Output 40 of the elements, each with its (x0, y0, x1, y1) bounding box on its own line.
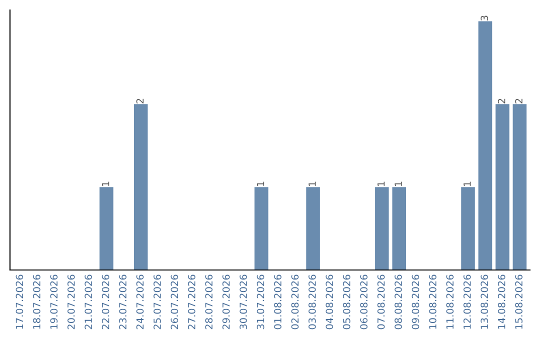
x-tick-label: 18.07.2026 (33, 274, 40, 329)
x-tick-label: 27.07.2026 (188, 274, 196, 330)
data-label: 2 (498, 98, 506, 104)
x-tick-label: 25.07.2026 (154, 274, 161, 330)
data-label: 1 (256, 182, 264, 186)
x-tick-label: 06.08.2026 (360, 274, 368, 330)
x-tick-label: 30.07.2026 (240, 274, 247, 330)
x-tick-label: 29.07.2026 (222, 274, 230, 330)
data-label: 3 (480, 16, 488, 20)
x-tick-label: 10.08.2026 (429, 274, 436, 329)
x-tick-label: 01.08.2026 (274, 274, 282, 330)
x-tick-label: 13.08.2026 (480, 274, 488, 329)
x-tick-label: 17.07.2026 (16, 274, 24, 329)
x-tick-label: 24.07.2026 (136, 274, 144, 330)
x-tick-label: 07.08.2026 (377, 274, 385, 330)
x-tick-label: 08.08.2026 (394, 274, 402, 330)
x-tick-label: 09.08.2026 (412, 274, 420, 330)
x-tick-label: 03.08.2026 (308, 274, 316, 330)
x-tick-label: 28.07.2026 (205, 274, 213, 330)
data-label: 2 (515, 98, 522, 104)
x-tick-label: 21.07.2026 (84, 274, 92, 330)
x-tick-label: 22.07.2026 (102, 274, 110, 330)
x-tick-label: 02.08.2026 (291, 274, 299, 330)
x-tick-label: 11.08.2026 (446, 274, 454, 329)
x-tick-label: 26.07.2026 (170, 274, 178, 330)
x-tick-label: 20.07.2026 (67, 274, 75, 330)
data-label: 1 (378, 182, 385, 186)
data-label: 1 (394, 182, 402, 186)
x-tick-label: 04.08.2026 (326, 274, 334, 330)
x-tick-label: 19.07.2026 (50, 274, 58, 329)
x-tick-label: 23.07.2026 (119, 274, 126, 330)
x-tick-label: 31.07.2026 (256, 274, 264, 330)
x-tick-label: 05.08.2026 (342, 274, 350, 330)
data-label: 2 (136, 98, 144, 104)
data-label: 1 (102, 182, 110, 186)
x-tick-label: 15.08.2026 (515, 274, 522, 329)
x-tick-label: 12.08.2026 (463, 274, 471, 329)
data-label: 1 (308, 182, 316, 186)
x-tick-label: 14.08.2026 (498, 274, 506, 329)
data-label: 1 (464, 182, 471, 186)
